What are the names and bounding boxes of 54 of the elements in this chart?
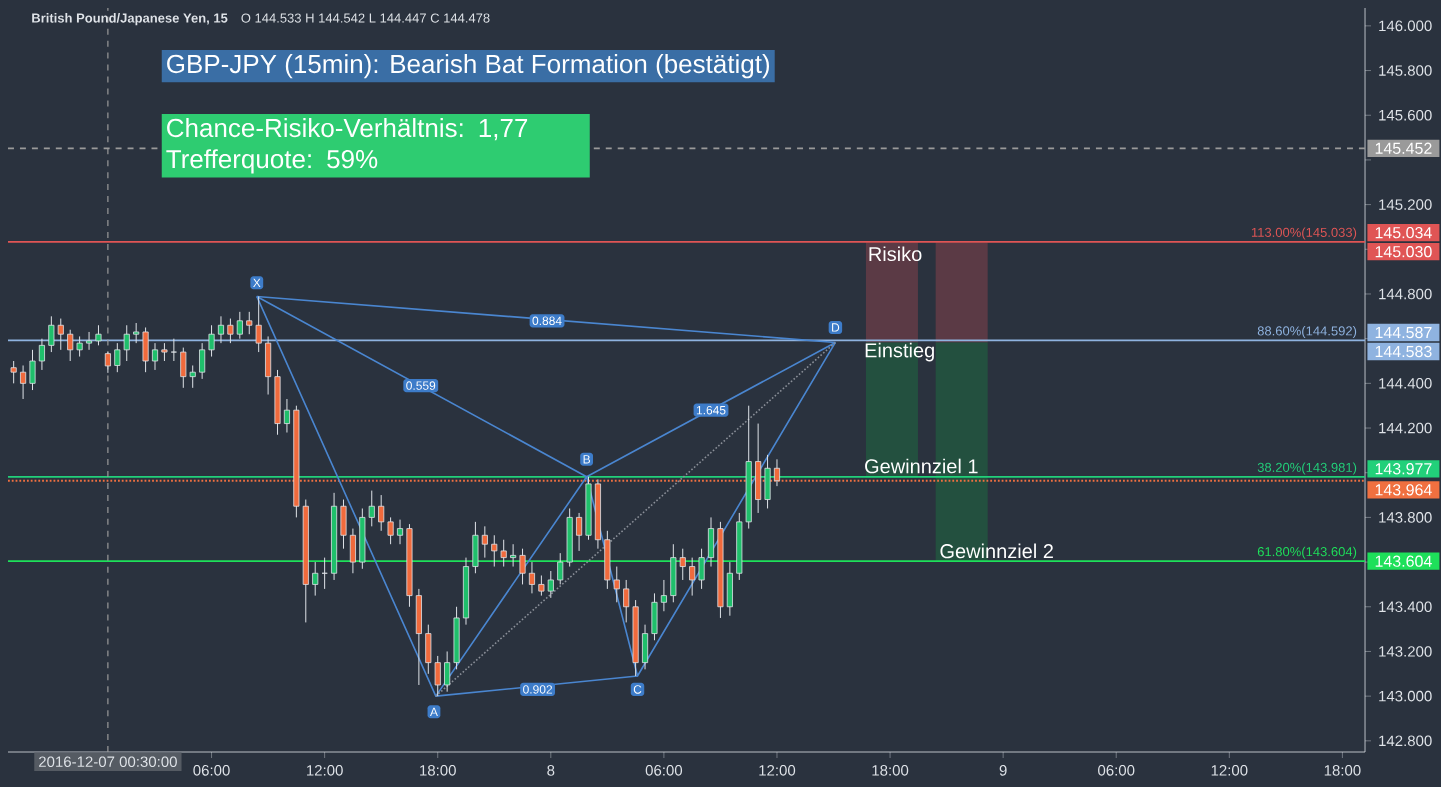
y-tick-label: 143.800	[1379, 512, 1432, 523]
annotation: 0.884	[532, 316, 562, 326]
y-tick-label: 143.400	[1379, 601, 1432, 613]
annotation: 145.452	[1375, 142, 1432, 154]
annotation: 1.645	[696, 405, 726, 415]
annotation: 144.583	[1375, 345, 1432, 358]
x-tick-label: 18:00	[420, 765, 456, 776]
y-tick-label: 145.800	[1379, 65, 1432, 76]
x-tick-label: 12:00	[1211, 765, 1248, 776]
annotation: X	[253, 278, 261, 287]
annotation: 143.977	[1375, 463, 1432, 475]
ref-line-label: 88.60%(144.592)	[1257, 325, 1357, 339]
y-tick-label: 145.200	[1379, 199, 1432, 210]
annotation: Chance-Risiko-Verhältnis: 1,77	[167, 118, 528, 141]
y-tick-label: 144.200	[1379, 422, 1432, 434]
x-tick-label: 18:00	[872, 765, 909, 776]
annotation: C	[633, 685, 642, 694]
annotation: 145.030	[1375, 245, 1432, 258]
ref-line-label: 38.20%(143.981)	[1257, 462, 1357, 475]
y-tick-label: 145.600	[1379, 109, 1432, 121]
y-tick-label: 142.800	[1379, 735, 1432, 747]
y-tick-label: 146.000	[1379, 20, 1432, 32]
chart-subtitle: British Pound/Japanese Yen, 15	[32, 13, 228, 26]
annotation: Gewinnziel 1	[865, 458, 978, 474]
annotation: 143.604	[1375, 555, 1432, 567]
ref-line-label: 113.00%(145.033)	[1251, 227, 1357, 240]
x-tick-label: 12:00	[307, 765, 343, 776]
annotation: O 144.533 H 144.542 L 144.447 C 144.478	[241, 13, 490, 23]
y-tick-label: 144.800	[1379, 288, 1432, 300]
annotation: 0.902	[523, 685, 553, 694]
y-tick-label: 143.200	[1379, 646, 1432, 657]
x-tick-label: 12:00	[759, 765, 796, 776]
ref-line-label: 61.80%(143.604)	[1257, 546, 1357, 559]
y-tick-label: 143.000	[1379, 690, 1432, 702]
annotation: B	[583, 455, 590, 464]
annotation: 143.964	[1375, 484, 1432, 496]
x-tick-label: 06:00	[1098, 765, 1135, 776]
annotation: Einstieg	[865, 342, 934, 362]
x-tick-label: 18:00	[1324, 765, 1361, 776]
x-tick-label: 06:00	[193, 765, 230, 776]
annotation: A	[429, 707, 438, 716]
annotation: D	[832, 323, 840, 332]
ref-line-label: 2016-12-07 00:30:00	[39, 756, 177, 768]
x-tick-label: 06:00	[645, 765, 683, 776]
annotation: Gewinnziel 2	[940, 543, 1053, 559]
annotation: 0.559	[406, 381, 436, 390]
annotation: Trefferquote: 59%	[166, 149, 378, 174]
annotation: Risiko	[869, 246, 922, 262]
text: GBP-JPY (15min): Bearish Bat Formation (bestätigt)	[167, 54, 770, 79]
annotation: 145.034	[1375, 226, 1432, 239]
annotation: 144.587	[1375, 326, 1432, 339]
x-tick-label: 8	[547, 765, 555, 776]
x-tick-label: 9	[999, 765, 1007, 776]
y-tick-label: 144.400	[1379, 378, 1432, 389]
